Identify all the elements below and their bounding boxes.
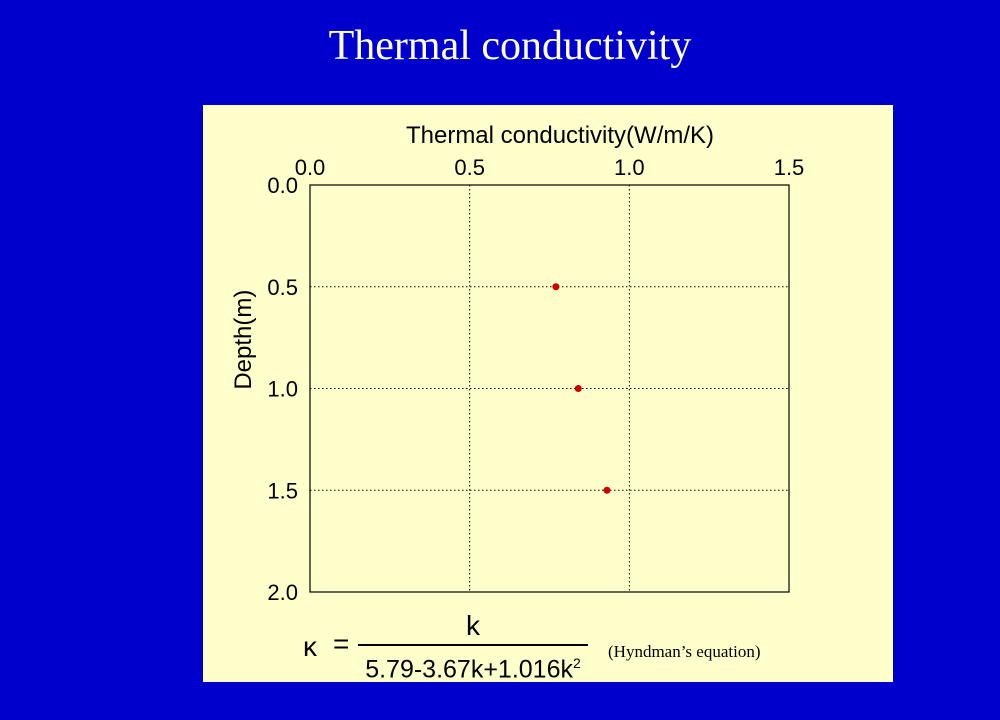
x-tick-label: 1.0 [614, 155, 645, 180]
formula-kappa: κ [303, 631, 317, 662]
y-tick-labels: 0.0 0.5 1.0 1.5 2.0 [267, 173, 298, 605]
formula-fraction: k 5.79-3.67k+1.016k2 [358, 610, 588, 683]
y-tick-label: 0.5 [267, 275, 298, 300]
y-tick-label: 2.0 [267, 580, 298, 605]
data-point [603, 486, 611, 494]
plot-frame [309, 184, 790, 593]
y-tick-label: 1.5 [267, 478, 298, 503]
y-tick-label: 0.0 [267, 173, 298, 198]
data-point [552, 283, 560, 291]
y-axis-label: Depth(m) [230, 290, 257, 390]
formula-numerator: k [466, 610, 480, 641]
formula-denominator-exponent: 2 [573, 655, 581, 671]
formula-denominator-main: 5.79-3.67k+1.016k [365, 655, 573, 684]
formula-equals: = [333, 628, 350, 659]
fraction-bar [358, 644, 588, 646]
chart-panel: Thermal conductivity(W/m/K) 0.0 0.5 1.0 1.5… [203, 105, 893, 683]
x-tick-labels: 0.0 0.5 1.0 1.5 [295, 155, 805, 180]
formula-denominator: 5.79-3.67k+1.016k2 [358, 649, 588, 683]
scatter-chart: Thermal conductivity(W/m/K) 0.0 0.5 1.0 1.5… [230, 122, 805, 605]
chart-title: Thermal conductivity(W/m/K) [406, 122, 714, 149]
grid-lines [310, 185, 789, 592]
slide-title: Thermal conductivity [328, 23, 692, 69]
x-tick-label: 0.5 [454, 155, 485, 180]
data-points [552, 283, 611, 494]
y-tick-label: 1.0 [267, 377, 298, 402]
data-point [574, 385, 582, 392]
x-tick-label: 0.0 [295, 155, 326, 180]
hyndman-formula: κ = k 5.79-3.67k+1.016k2 (Hyndman’s equa… [303, 608, 883, 683]
x-tick-label: 1.5 [774, 155, 805, 180]
formula-caption: (Hyndman’s equation) [608, 642, 761, 661]
